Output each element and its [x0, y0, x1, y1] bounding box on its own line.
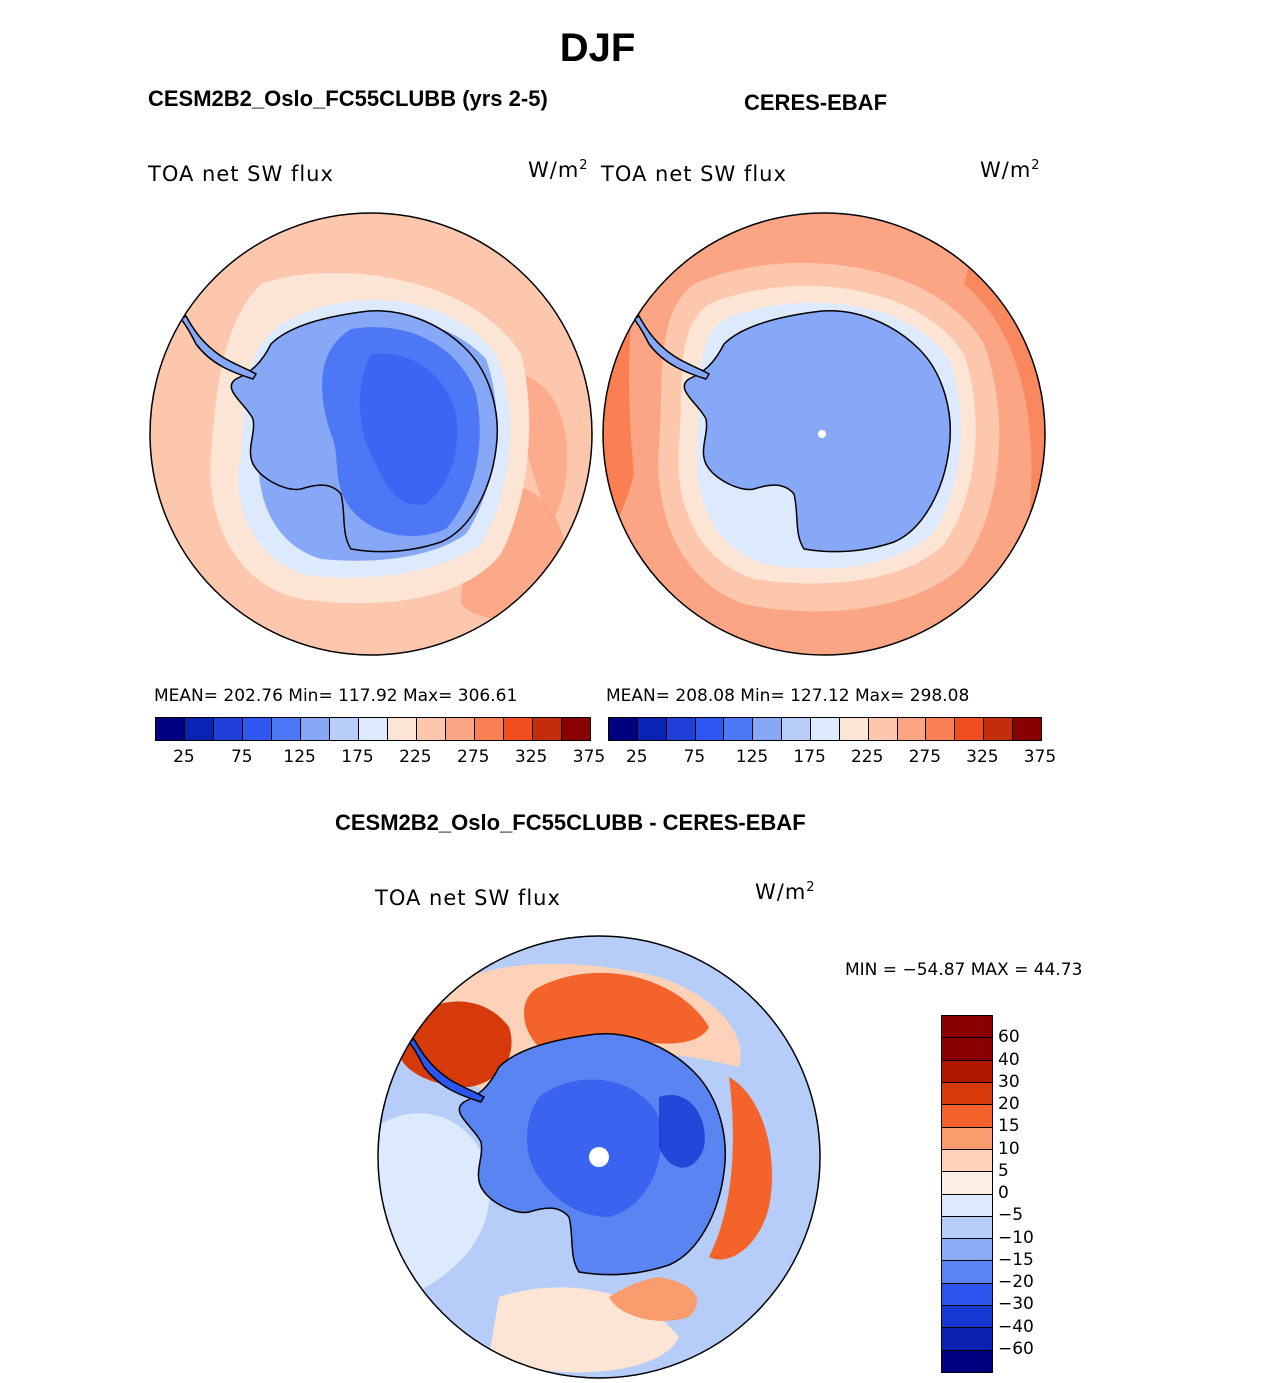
colorbar-swatch — [185, 718, 214, 740]
colorbar-swatch — [388, 718, 417, 740]
colorbar-swatch — [942, 1261, 992, 1284]
colorbar-swatch — [942, 1239, 992, 1262]
panel-1-units: W/m2 — [528, 158, 589, 182]
colorbar-swatch — [942, 1149, 992, 1173]
colorbar-tick-label: 125 — [735, 747, 769, 767]
panel-3-map — [377, 935, 821, 1379]
colorbar-tick-label: −30 — [998, 1294, 1034, 1315]
colorbar-tick-label: 25 — [625, 747, 648, 767]
colorbar-swatch — [942, 1127, 992, 1150]
colorbar-tick-label: −40 — [998, 1316, 1034, 1337]
colorbar-swatch — [609, 718, 638, 740]
colorbar-swatch — [942, 1082, 992, 1106]
colorbar-tick-label: 30 — [998, 1071, 1020, 1092]
colorbar-swatch — [562, 718, 590, 740]
colorbar-tick-label: 25 — [173, 747, 195, 767]
panel-3-title: CESM2B2_Oslo_FC55CLUBB - CERES-EBAF — [335, 810, 806, 835]
panel-1-variable: TOA net SW flux — [148, 162, 334, 186]
colorbar-swatch — [417, 718, 446, 740]
colorbar-tick-label: −5 — [998, 1205, 1024, 1226]
colorbar-swatch — [868, 718, 898, 740]
colorbar-swatch — [942, 1060, 992, 1083]
colorbar-tick-label: 125 — [283, 747, 316, 767]
colorbar-tick-label: 375 — [1023, 747, 1057, 767]
colorbar-swatch — [942, 1038, 992, 1061]
colorbar-swatch — [942, 1283, 992, 1307]
colorbar-swatch — [214, 718, 243, 740]
colorbar-tick-label: −15 — [998, 1249, 1034, 1270]
panel-3-variable: TOA net SW flux — [375, 886, 561, 910]
colorbar-tick-label: −10 — [998, 1227, 1034, 1248]
colorbar-swatch — [811, 718, 840, 740]
colorbar-tick-label: 175 — [793, 747, 826, 767]
colorbar-swatch — [942, 1105, 992, 1128]
panel-2-variable: TOA net SW flux — [601, 162, 787, 186]
colorbar-tick-label: 40 — [998, 1049, 1020, 1070]
main-title: DJF — [559, 26, 636, 70]
colorbar-swatch — [272, 718, 301, 740]
colorbar-swatch — [243, 718, 272, 740]
panel-3-colorbar-ticks: 60 40 30 20 15 10 5 0 −5 −10 −15 −20 −30 −40 −60 — [998, 1015, 1058, 1371]
colorbar-swatch — [475, 718, 504, 740]
colorbar-tick-label: 375 — [572, 747, 606, 767]
colorbar-tick-label: 225 — [850, 747, 884, 767]
panel-2-map — [602, 212, 1046, 656]
colorbar-swatch — [942, 1306, 992, 1329]
colorbar-tick-label: 275 — [457, 747, 490, 767]
colorbar-tick-label: 20 — [998, 1094, 1020, 1114]
panel-2-title: CERES-EBAF — [744, 90, 888, 115]
panel-2-units: W/m2 — [980, 158, 1041, 182]
colorbar-tick-label: 225 — [399, 747, 432, 767]
colorbar-tick-label: −20 — [998, 1272, 1034, 1292]
colorbar-swatch — [301, 718, 330, 740]
panel-3-stats: MIN = −54.87 MAX = 44.73 — [845, 960, 1083, 980]
colorbar-tick-label: 175 — [341, 747, 374, 767]
colorbar-swatch — [666, 718, 696, 740]
colorbar-swatch — [753, 718, 783, 740]
panel-3-colorbar — [941, 1015, 993, 1373]
panel-2-colorbar — [608, 717, 1042, 741]
panel-1-colorbar — [155, 717, 591, 741]
panel-1-title: CESM2B2_Oslo_FC55CLUBB (yrs 2-5) — [148, 86, 548, 111]
colorbar-swatch — [724, 718, 754, 740]
colorbar-swatch — [942, 1172, 992, 1195]
colorbar-tick-label: 60 — [998, 1027, 1020, 1048]
colorbar-tick-label: 75 — [230, 747, 253, 767]
colorbar-swatch — [942, 1216, 992, 1240]
colorbar-swatch — [897, 718, 927, 740]
colorbar-swatch — [984, 718, 1014, 740]
panel-1-colorbar-ticks: 25 75 125 175 225 275 325 375 — [155, 747, 605, 769]
colorbar-swatch — [156, 718, 185, 740]
panel-2-colorbar-ticks: 25 75 125 175 225 275 325 375 — [608, 747, 1056, 769]
colorbar-swatch — [330, 718, 359, 740]
colorbar-swatch — [504, 718, 533, 740]
colorbar-swatch — [782, 718, 812, 740]
colorbar-tick-label: 15 — [998, 1116, 1020, 1137]
colorbar-swatch — [942, 1328, 992, 1351]
colorbar-swatch — [1013, 718, 1041, 740]
colorbar-swatch — [533, 718, 562, 740]
colorbar-swatch — [942, 1016, 992, 1039]
panel-3-units: W/m2 — [755, 880, 816, 904]
colorbar-swatch — [446, 718, 475, 740]
panel-1-map — [149, 212, 593, 656]
colorbar-swatch — [942, 1350, 992, 1372]
colorbar-swatch — [926, 718, 956, 740]
colorbar-tick-label: 5 — [998, 1160, 1009, 1181]
colorbar-swatch — [359, 718, 388, 740]
panel-1-stats: MEAN= 202.76 Min= 117.92 Max= 306.61 — [154, 686, 518, 706]
colorbar-tick-label: 10 — [998, 1138, 1020, 1159]
colorbar-swatch — [637, 718, 667, 740]
colorbar-swatch — [942, 1194, 992, 1217]
colorbar-swatch — [839, 718, 869, 740]
colorbar-tick-label: 0 — [998, 1183, 1009, 1203]
colorbar-tick-label: 325 — [966, 747, 999, 767]
colorbar-tick-label: 275 — [908, 747, 942, 767]
colorbar-tick-label: 75 — [683, 747, 706, 767]
colorbar-tick-label: −60 — [998, 1338, 1034, 1359]
colorbar-swatch — [695, 718, 725, 740]
colorbar-tick-label: 325 — [514, 747, 548, 767]
colorbar-swatch — [955, 718, 985, 740]
panel-2-stats: MEAN= 208.08 Min= 127.12 Max= 298.08 — [606, 686, 970, 706]
